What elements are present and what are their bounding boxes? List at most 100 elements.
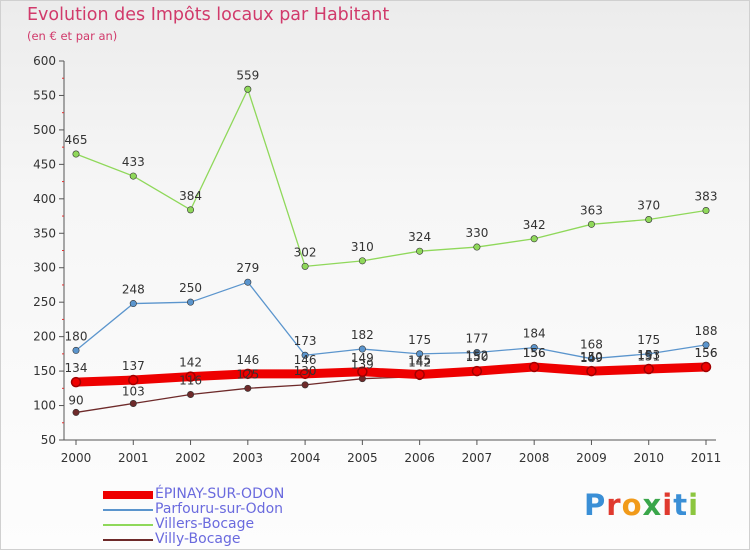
x-tick-label: 2004 [290,451,321,465]
data-label-villers-bocage: 559 [236,68,259,82]
y-tick-label: 500 [33,123,56,137]
data-point-parfouru-sur-odon [72,346,80,354]
y-tick-label: 550 [33,88,56,102]
data-label-epinay-sur-odon: 134 [65,361,88,375]
x-tick-label: 2010 [633,451,664,465]
data-label-villers-bocage: 330 [465,226,488,240]
data-point-epinay-sur-odon [70,376,82,388]
data-point-villers-bocage [358,257,366,265]
data-point-villers-bocage [129,172,137,180]
data-point-villers-bocage [72,150,80,158]
data-point-parfouru-sur-odon [645,350,653,358]
y-tick-label: 150 [33,364,56,378]
y-tick-label: 50 [41,433,56,447]
x-tick-label: 2003 [233,451,264,465]
data-label-villers-bocage: 465 [65,133,88,147]
data-point-parfouru-sur-odon [473,348,481,356]
data-point-villy-bocage [72,408,80,416]
data-point-parfouru-sur-odon [587,355,595,363]
data-label-villers-bocage: 310 [351,240,374,254]
x-tick-label: 2005 [347,451,378,465]
data-point-villers-bocage [530,235,538,243]
y-tick-label: 600 [33,54,56,68]
data-point-villers-bocage [645,215,653,223]
logo-letter: x [642,488,663,522]
data-point-parfouru-sur-odon [129,300,137,308]
data-label-villy-bocage: 116 [179,374,202,388]
data-label-epinay-sur-odon: 156 [523,346,546,360]
data-point-parfouru-sur-odon [530,344,538,352]
data-label-villy-bocage: 149 [580,351,603,365]
data-point-villy-bocage [187,391,195,399]
data-point-epinay-sur-odon [414,369,425,380]
data-point-parfouru-sur-odon [702,341,710,349]
data-label-villy-bocage: 151 [637,349,660,363]
data-label-epinay-sur-odon: 150 [465,350,488,364]
data-label-parfouru-sur-odon: 168 [580,338,603,352]
legend-item: Villy-Bocage [103,532,284,547]
data-label-villy-bocage: 139 [351,358,374,372]
x-tick-label: 2006 [404,451,435,465]
y-tick-label: 450 [33,157,56,171]
data-point-parfouru-sur-odon [416,350,424,358]
data-label-parfouru-sur-odon: 188 [695,324,718,338]
y-tick-label: 200 [33,330,56,344]
legend-swatch [103,538,153,541]
data-label-epinay-sur-odon: 137 [122,359,145,373]
data-label-epinay-sur-odon: 145 [408,354,431,368]
data-label-villy-bocage: 156 [523,346,546,360]
x-tick-label: 2000 [61,451,92,465]
data-label-parfouru-sur-odon: 250 [179,281,202,295]
data-point-villy-bocage [301,381,309,389]
data-point-villers-bocage [587,220,595,228]
data-point-epinay-sur-odon [471,365,483,377]
data-point-epinay-sur-odon [242,368,254,380]
legend-swatch [103,490,153,499]
x-tick-label: 2002 [175,451,206,465]
data-point-villers-bocage [702,207,710,215]
data-point-parfouru-sur-odon [244,278,252,286]
logo-letter: t [673,488,689,522]
y-tick-label: 400 [33,192,56,206]
data-label-villy-bocage: 103 [122,384,145,398]
data-label-villy-bocage: 142 [408,356,431,370]
data-label-parfouru-sur-odon: 248 [122,283,145,297]
data-label-epinay-sur-odon: 153 [637,348,660,362]
data-point-villers-bocage [416,247,424,255]
data-label-villers-bocage: 433 [122,155,145,169]
data-label-epinay-sur-odon: 146 [294,353,317,367]
proxiti-logo: Proxiti [584,488,699,522]
data-label-villy-bocage: 130 [294,364,317,378]
legend-item: Parfouru-sur-Odon [103,502,284,517]
data-label-villers-bocage: 384 [179,189,202,203]
data-label-parfouru-sur-odon: 180 [65,329,88,343]
data-label-parfouru-sur-odon: 184 [523,327,546,341]
legend-label: Parfouru-sur-Odon [155,501,284,517]
x-tick-label: 2001 [118,451,149,465]
legend-label: Villy-Bocage [155,531,241,547]
x-tick-label: 2011 [691,451,722,465]
data-label-villers-bocage: 302 [294,245,317,259]
legend-swatch [103,523,153,526]
legend-item: Villers-Bocage [103,517,284,532]
data-label-villy-bocage: 156 [695,346,718,360]
data-point-epinay-sur-odon [128,374,139,386]
data-point-parfouru-sur-odon [301,351,309,359]
data-label-epinay-sur-odon: 146 [236,353,259,367]
data-label-parfouru-sur-odon: 175 [637,333,660,347]
data-label-villers-bocage: 342 [523,218,546,232]
data-point-villers-bocage [187,206,195,214]
data-point-villers-bocage [473,243,481,251]
legend: ÉPINAY-SUR-ODON Parfouru-sur-Odon Villers-… [103,487,284,547]
data-point-epinay-sur-odon [299,368,311,380]
data-point-epinay-sur-odon [528,361,540,373]
data-point-parfouru-sur-odon [187,298,195,306]
data-label-villers-bocage: 324 [408,230,431,244]
data-point-villers-bocage [244,85,252,93]
data-label-villers-bocage: 370 [637,198,660,212]
data-label-epinay-sur-odon: 149 [351,351,374,365]
y-tick-label: 100 [33,399,56,413]
legend-label: ÉPINAY-SUR-ODON [155,486,285,502]
data-label-villers-bocage: 363 [580,203,603,217]
